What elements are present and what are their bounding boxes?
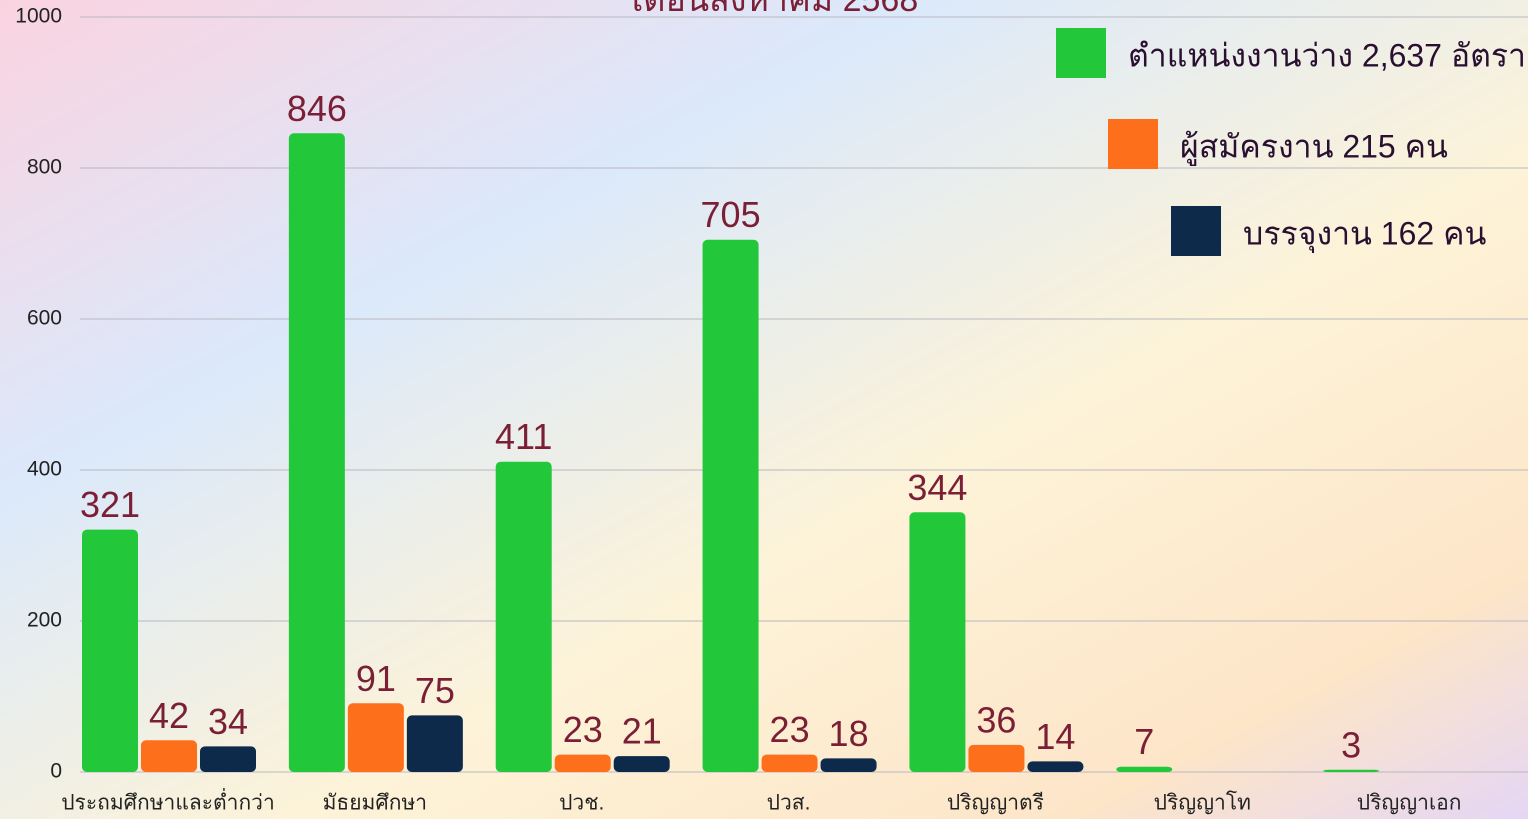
- y-tick-label: 800: [27, 156, 62, 179]
- y-tick-label: 600: [27, 307, 62, 330]
- bar: [968, 745, 1024, 772]
- background: [0, 0, 1528, 819]
- value-label: 411: [495, 416, 552, 457]
- bar: [909, 512, 965, 772]
- bar: [289, 133, 345, 772]
- chart-title: เดือนสิงหาคม 2568: [632, 0, 918, 19]
- value-label: 7: [1134, 721, 1154, 762]
- bar: [348, 703, 404, 772]
- legend-swatch: [1171, 206, 1221, 256]
- y-tick-label: 1000: [15, 5, 62, 28]
- value-label: 23: [770, 709, 810, 750]
- value-label: 705: [701, 194, 761, 235]
- value-label: 23: [563, 709, 603, 750]
- bar: [1027, 761, 1083, 772]
- legend-swatch: [1056, 28, 1106, 78]
- value-label: 3: [1341, 724, 1361, 765]
- legend-label: ผู้สมัครงาน 215 คน: [1180, 128, 1448, 166]
- chart: เดือนสิงหาคม 2568 0 200 400 600 800 1000 ประถม…: [0, 0, 1528, 819]
- value-label: 344: [907, 467, 967, 508]
- value-label: 14: [1035, 716, 1075, 757]
- bar: [1116, 767, 1172, 772]
- x-tick-label: ปวส.: [767, 792, 811, 815]
- bar: [555, 755, 611, 772]
- x-tick-label: ปริญญาโท: [1154, 791, 1251, 815]
- bar: [762, 755, 818, 772]
- bar: [82, 530, 138, 772]
- x-tick-label: มัธยมศึกษา: [323, 792, 428, 815]
- y-tick-label: 400: [27, 458, 62, 481]
- value-label: 321: [80, 484, 140, 525]
- bar: [821, 758, 877, 772]
- bar: [703, 240, 759, 772]
- bar: [614, 756, 670, 772]
- value-label: 42: [149, 695, 189, 736]
- value-label: 18: [829, 713, 869, 754]
- x-tick-label: ปริญญาเอก: [1357, 792, 1462, 815]
- legend-swatch: [1108, 119, 1158, 169]
- value-label: 75: [415, 670, 455, 711]
- bar: [496, 462, 552, 772]
- value-label: 34: [208, 701, 248, 742]
- bar: [141, 740, 197, 772]
- bar: [407, 715, 463, 772]
- bar: [1323, 770, 1379, 772]
- value-label: 846: [287, 88, 347, 129]
- value-label: 36: [976, 699, 1016, 740]
- x-tick-label: ประถมศึกษาและต่ำกว่า: [61, 788, 275, 815]
- value-label: 91: [356, 658, 396, 699]
- y-tick-label: 0: [50, 760, 62, 783]
- bar: [200, 746, 256, 772]
- y-tick-label: 200: [27, 609, 62, 632]
- value-label: 21: [622, 711, 662, 752]
- x-tick-label: ปริญญาตรี: [947, 792, 1044, 815]
- x-tick-label: ปวช.: [559, 792, 604, 815]
- legend-label: ตำแหน่งงานว่าง 2,637 อัตรา: [1128, 37, 1526, 73]
- legend-label: บรรจุงาน 162 คน: [1243, 215, 1486, 253]
